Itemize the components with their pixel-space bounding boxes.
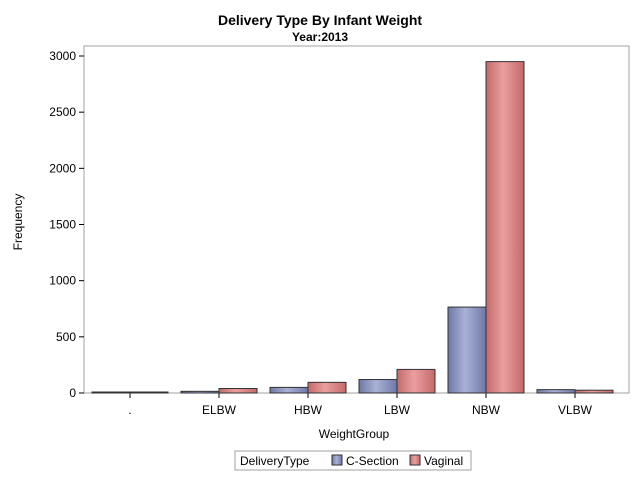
x-axis: . ELBW HBW LBW NBW VLBW (128, 393, 593, 417)
x-tick-label: NBW (472, 403, 501, 417)
y-tick-label: 2500 (49, 105, 76, 119)
y-tick-label: 500 (56, 330, 76, 344)
y-axis-label: Frequency (11, 194, 25, 251)
legend: DeliveryType C-Section Vaginal (234, 450, 472, 471)
bar-c-section-hbw (269, 386, 309, 394)
bars (91, 61, 614, 394)
bar-vaginal-vlbw (574, 389, 614, 394)
bar-vaginal-hbw (307, 381, 347, 394)
legend-label-c-section: C-Section (346, 454, 399, 468)
bar-c-section-elbw (180, 390, 220, 394)
chart-title: Delivery Type By Infant Weight (218, 12, 422, 28)
bar-vaginal-elbw (218, 388, 258, 394)
y-axis: 0 500 1000 1500 2000 2500 3000 (49, 49, 84, 400)
bar-vaginal-lbw (396, 368, 436, 394)
plot-area-frame (83, 45, 630, 394)
y-tick-label: 1500 (49, 218, 76, 232)
bar-vaginal-nbw (485, 61, 525, 394)
y-tick-label: 1000 (49, 274, 76, 288)
bar-vaginal-missing (129, 391, 169, 394)
bar-c-section-lbw (358, 379, 398, 394)
x-tick-label: ELBW (202, 403, 237, 417)
bar-c-section-missing (91, 391, 131, 394)
chart-subtitle: Year:2013 (292, 30, 348, 44)
x-tick-label: . (128, 403, 131, 417)
y-tick-label: 0 (69, 386, 76, 400)
bar-c-section-nbw (447, 306, 487, 394)
legend-swatch-vaginal (409, 454, 421, 466)
x-tick-label: VLBW (558, 403, 593, 417)
y-tick-label: 2000 (49, 161, 76, 175)
x-tick-label: LBW (384, 403, 411, 417)
legend-label-vaginal: Vaginal (424, 454, 463, 468)
bar-c-section-vlbw (536, 389, 576, 394)
y-tick-label: 3000 (49, 49, 76, 63)
x-axis-label: WeightGroup (319, 427, 390, 441)
legend-title: DeliveryType (240, 454, 310, 468)
legend-swatch-c-section (331, 454, 343, 466)
x-tick-label: HBW (294, 403, 323, 417)
